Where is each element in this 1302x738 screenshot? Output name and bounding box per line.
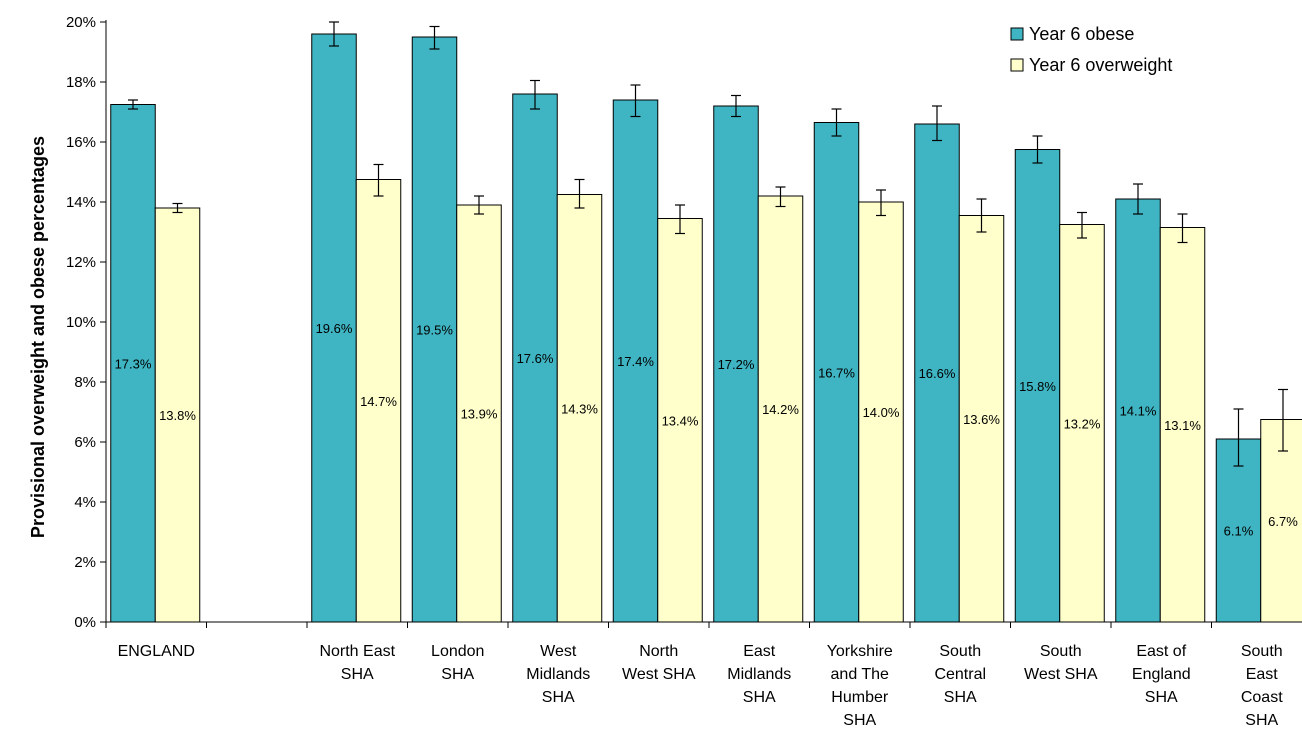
category-label: SHA [441,666,474,683]
data-label: 14.2% [762,402,799,417]
category-label: Humber [831,689,889,706]
data-label: 15.8% [1019,379,1056,394]
bar-overweight [556,194,603,623]
bar-overweight [858,201,904,623]
data-label: 19.5% [416,323,453,338]
y-tick-label: 12% [66,254,96,271]
category-label: South [939,643,981,660]
y-tick-label: 18% [66,74,96,91]
category-label: Central [934,666,986,683]
category-label: SHA [1145,689,1178,706]
data-label: 13.6% [963,412,1000,427]
category-label: SHA [743,689,776,706]
y-tick-label: 20% [66,14,96,31]
data-label: 17.6% [517,351,554,366]
category-label: Yorkshire [827,643,893,660]
data-label: 13.8% [159,408,196,423]
y-tick-label: 4% [74,494,96,511]
category-label: SHA [341,666,374,683]
data-label: 14.0% [863,405,900,420]
category-label: East [743,643,776,660]
y-axis-title: Provisional overweight and obese percent… [28,136,48,538]
category-label: Coast [1241,689,1283,706]
bar-obese [612,99,659,623]
data-label: 17.3% [115,356,152,371]
data-label: 17.4% [617,354,654,369]
data-label: 17.2% [718,357,755,372]
bar-overweight [1159,227,1206,623]
data-label: 6.1% [1224,524,1254,539]
data-label: 13.9% [461,407,498,422]
category-label: West [540,643,577,660]
y-tick-label: 8% [74,374,96,391]
category-label: South [1040,643,1082,660]
bar-obese [311,33,357,623]
category-label: SHA [542,689,575,706]
bar-overweight [657,218,703,623]
bar-overweight [958,215,1005,623]
data-label: 14.3% [561,401,598,416]
bar-obese [512,93,558,623]
data-label: 13.2% [1064,416,1101,431]
y-tick-label: 6% [74,434,96,451]
bar-overweight [355,179,402,623]
legend-swatch-obese [1010,27,1024,41]
category-label: West SHA [622,666,696,683]
category-label: East [1246,666,1279,683]
data-label: 14.7% [360,394,397,409]
category-label: SHA [944,689,977,706]
bar-overweight [1059,224,1105,623]
legend-label: Year 6 obese [1029,24,1134,44]
y-tick-label: 2% [74,554,96,571]
data-label: 19.6% [316,321,353,336]
y-tick-label: 10% [66,314,96,331]
y-tick-label: 0% [74,614,96,631]
legend-label: Year 6 overweight [1029,55,1172,75]
category-label: ENGLAND [118,643,195,660]
category-label: England [1132,666,1191,683]
bar-obese [914,123,960,623]
bar-obese [110,104,156,623]
y-tick-label: 14% [66,194,96,211]
data-label: 16.6% [919,366,956,381]
category-label: Midlands [526,666,590,683]
bar-overweight [757,195,804,623]
legend-swatch-overweight [1010,58,1024,72]
bar-obese [713,105,759,623]
category-label: and The [831,666,890,683]
category-label: North [639,643,678,660]
category-label: Midlands [727,666,791,683]
category-label: South [1241,643,1283,660]
category-label: SHA [843,712,876,729]
category-label: London [431,643,484,660]
y-tick-label: 16% [66,134,96,151]
category-label: North East [319,643,395,660]
data-label: 14.1% [1120,404,1157,419]
bar-obese [1115,198,1161,623]
data-label: 13.1% [1164,418,1201,433]
bar-overweight [154,207,201,623]
category-label: SHA [1245,712,1278,729]
data-label: 6.7% [1268,514,1298,529]
category-label: East of [1136,643,1186,660]
data-label: 13.4% [662,413,699,428]
data-label: 16.7% [818,365,855,380]
category-label: West SHA [1024,666,1098,683]
